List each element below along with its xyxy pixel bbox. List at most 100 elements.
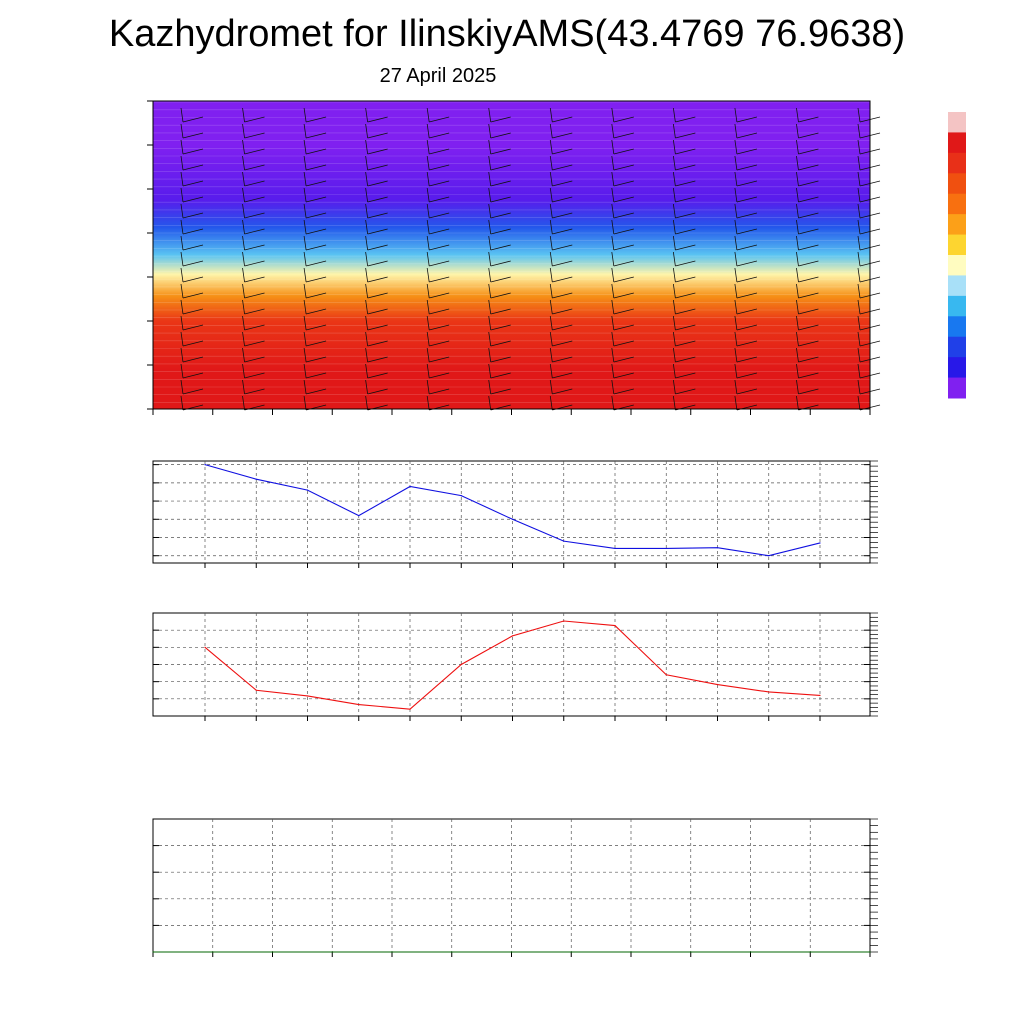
wind-barb (365, 363, 388, 379)
data-point (630, 951, 632, 953)
wind-barb (611, 299, 634, 315)
wind-barb (303, 267, 327, 283)
wind-barb (488, 187, 511, 203)
wind-barb (734, 123, 758, 139)
wind-barb (796, 139, 819, 155)
wind-barb (672, 139, 696, 155)
colorbar-swatch (948, 152, 966, 174)
wind-barb (611, 187, 634, 203)
wind-barb (365, 379, 388, 395)
wind-barb (734, 251, 758, 267)
data-point (614, 547, 616, 550)
colorbar-swatch (948, 193, 966, 215)
wind-barb (549, 219, 573, 235)
wind-barb (303, 235, 327, 251)
wind-barb (426, 347, 450, 363)
data-point (563, 620, 565, 622)
wind-barb (242, 107, 265, 123)
wind-barb (549, 203, 573, 219)
wind-barb (242, 251, 265, 267)
wind-barb (365, 219, 388, 235)
data-point (204, 646, 206, 648)
wind-barb (180, 347, 204, 363)
wind-barb (549, 315, 573, 331)
wind-barb (303, 379, 327, 395)
wind-barb (672, 363, 696, 379)
wind-barb (180, 219, 204, 235)
wind-barb (426, 187, 450, 203)
data-point (768, 555, 770, 557)
wind-barb (734, 267, 758, 283)
data-point (255, 689, 257, 691)
data-point (331, 951, 333, 953)
wind-barb (242, 171, 265, 187)
wind-barb (734, 315, 758, 331)
data-point (451, 951, 453, 953)
wind-barb (242, 123, 265, 139)
wind-barb (672, 299, 696, 315)
wind-barb (303, 139, 327, 155)
wind-barb (242, 155, 265, 171)
wind-barb (180, 171, 204, 187)
wind-barb (488, 299, 511, 315)
wind-barb (488, 235, 511, 251)
wind-barb (549, 363, 573, 379)
wind-barb (488, 331, 511, 347)
wind-barb (426, 315, 450, 331)
wind-barb (180, 251, 204, 267)
wind-barb (303, 123, 327, 139)
colorbar-swatch (948, 275, 966, 297)
wind-barb (549, 171, 573, 187)
wind-barb (796, 347, 819, 363)
wind-barb (611, 139, 634, 155)
wind-barb (549, 107, 573, 123)
wind-barb (611, 347, 634, 363)
wind-barb (488, 347, 511, 363)
data-point (563, 540, 565, 542)
wind-barb (242, 187, 265, 203)
wind-barb (611, 219, 634, 235)
wind-barb (672, 235, 696, 251)
wind-barb (549, 331, 573, 347)
data-point (255, 478, 257, 480)
plot-frame (152, 612, 871, 717)
wind-barb (734, 107, 758, 123)
wind-barb (734, 363, 758, 379)
wind-barb (365, 283, 388, 299)
data-point (665, 547, 667, 550)
wind-barb (611, 235, 634, 251)
data-point (819, 542, 821, 544)
wind-barb (242, 139, 265, 155)
wind-barb (611, 283, 634, 299)
wind-barb (796, 267, 819, 283)
data-point (570, 951, 572, 953)
wind-barb (549, 379, 573, 395)
wind-barb (796, 187, 819, 203)
wind-barb (488, 107, 511, 123)
wind-barb (488, 315, 511, 331)
data-point (460, 495, 462, 497)
wind-barb (488, 203, 511, 219)
wind-barb (180, 331, 204, 347)
wind-barb (180, 283, 204, 299)
wind-barb (672, 267, 696, 283)
wind-barb (365, 123, 388, 139)
wind-barb (672, 331, 696, 347)
wind-barb (672, 171, 696, 187)
colorbar-swatch (948, 234, 966, 256)
wind-barb (734, 299, 758, 315)
wind-barb (611, 315, 634, 331)
wind-barb (796, 203, 819, 219)
wind-barb (488, 139, 511, 155)
wind-barb (796, 123, 819, 139)
data-point (614, 624, 616, 627)
wind-barb (180, 299, 204, 315)
wind-barb (365, 171, 388, 187)
wind-barb (734, 187, 758, 203)
wind-barb (426, 363, 450, 379)
wind-barb (180, 155, 204, 171)
data-point (391, 951, 393, 953)
data-point (306, 489, 309, 491)
colorbar-swatch (948, 132, 966, 154)
wind-barb (426, 219, 450, 235)
